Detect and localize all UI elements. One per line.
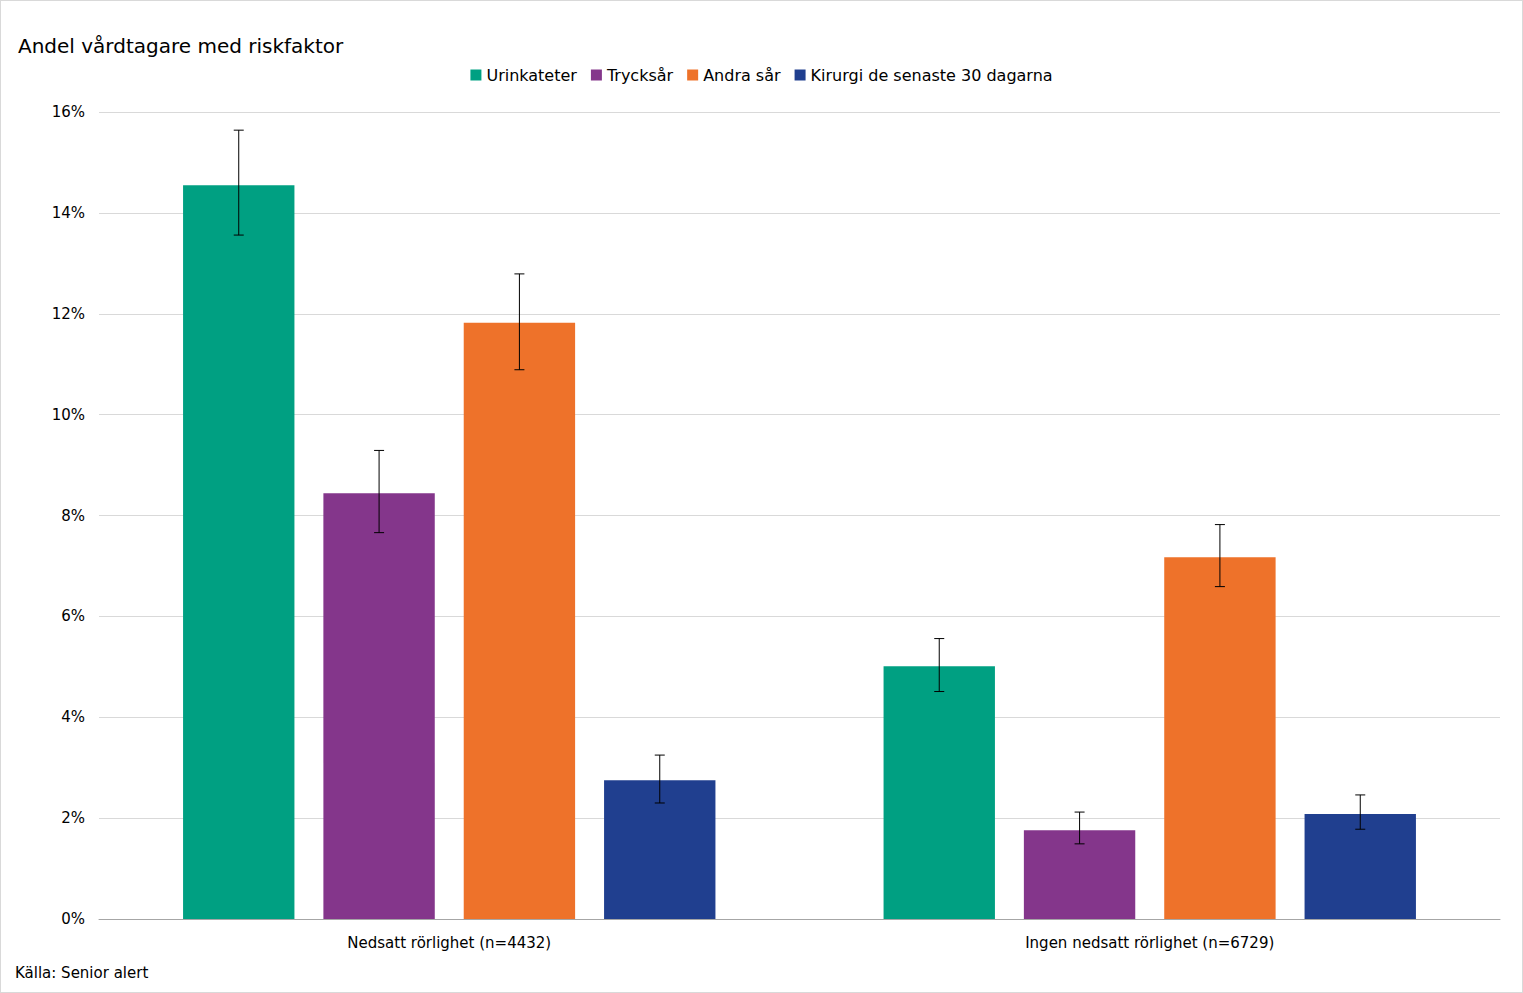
svg-text:Andra sår: Andra sår [703,66,781,85]
svg-text:10%: 10% [52,406,85,424]
svg-text:Ingen nedsatt rörlighet (n=672: Ingen nedsatt rörlighet (n=6729) [1025,934,1274,952]
svg-text:2%: 2% [61,809,85,827]
svg-text:Trycksår: Trycksår [606,66,674,85]
svg-text:6%: 6% [61,607,85,625]
svg-text:0%: 0% [61,910,85,928]
svg-text:Urinkateter: Urinkateter [486,66,577,85]
svg-text:Kirurgi de senaste 30 dagarna: Kirurgi de senaste 30 dagarna [811,66,1053,85]
svg-text:14%: 14% [52,204,85,222]
svg-text:Nedsatt rörlighet (n=4432): Nedsatt rörlighet (n=4432) [347,934,551,952]
svg-text:Källa: Senior alert: Källa: Senior alert [15,964,148,982]
svg-text:16%: 16% [52,103,85,121]
svg-text:8%: 8% [61,507,85,525]
svg-text:Andel vårdtagare med riskfakto: Andel vårdtagare med riskfaktor [18,34,344,58]
svg-text:4%: 4% [61,708,85,726]
svg-text:12%: 12% [52,305,85,323]
